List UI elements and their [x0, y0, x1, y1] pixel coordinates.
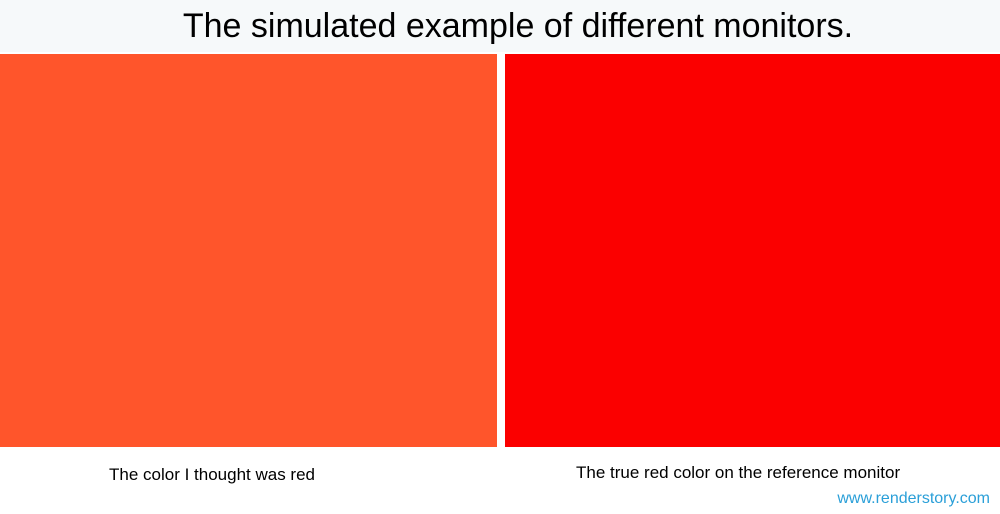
true-red-swatch — [505, 54, 1000, 447]
true-red-caption: The true red color on the reference moni… — [576, 463, 901, 482]
perceived-red-caption: The color I thought was red — [109, 465, 316, 484]
perceived-red-swatch — [0, 54, 497, 447]
page-title: The simulated example of different monit… — [182, 7, 854, 45]
header-bar: The simulated example of different monit… — [0, 0, 1000, 52]
website-watermark: www.renderstory.com — [837, 490, 990, 507]
